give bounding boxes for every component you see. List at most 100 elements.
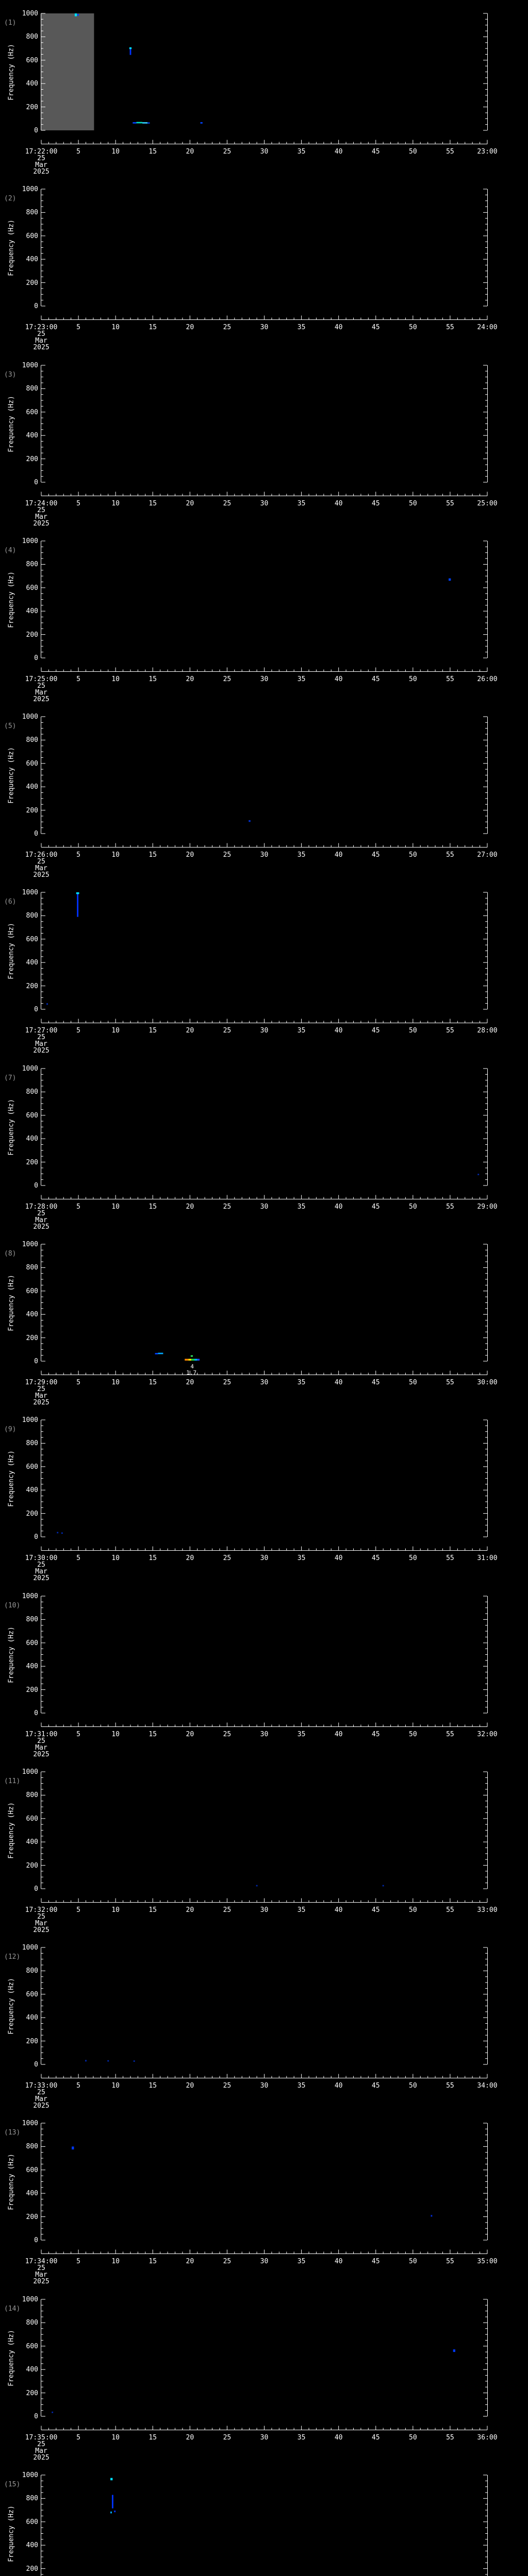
x-tick-label: 15 xyxy=(148,1906,157,1914)
x-tick-label: 35 xyxy=(297,1379,306,1386)
x-tick-label: 25 xyxy=(223,1731,232,1738)
x-start-date-line: Mar xyxy=(35,1568,47,1575)
spectral-emission-mark xyxy=(249,820,251,822)
spectral-emission-mark xyxy=(147,122,150,124)
x-tick-label: 40 xyxy=(334,2434,343,2442)
x-tick-label: 35 xyxy=(297,1906,306,1914)
x-tick-label: 25 xyxy=(223,1379,232,1386)
y-tick-label: 1000 xyxy=(22,1065,38,1073)
x-tick-label: 5 xyxy=(76,1554,80,1562)
y-tick-label: 400 xyxy=(26,607,38,616)
x-tick-label: 25 xyxy=(223,1027,232,1035)
x-tick-label: 50 xyxy=(409,1379,417,1386)
x-tick-label: 35 xyxy=(297,851,306,859)
spectral-emission-mark xyxy=(200,122,203,124)
y-tick-label: 1000 xyxy=(22,2471,38,2479)
x-tick-label: 30 xyxy=(260,2258,269,2265)
x-tick-label: 5 xyxy=(76,1203,80,1211)
x-tick-label: 15 xyxy=(148,2082,157,2090)
y-tick-label: 200 xyxy=(26,2565,38,2573)
x-tick-label: 40 xyxy=(334,1554,343,1562)
x-tick-label: 40 xyxy=(334,851,343,859)
x-start-date-line: Mar xyxy=(35,513,47,521)
x-tick-label: 45 xyxy=(371,148,380,156)
x-tick-label: 30 xyxy=(260,1379,269,1386)
x-start-date-line: Mar xyxy=(35,1216,47,1224)
y-tick-label: 800 xyxy=(26,1439,38,1448)
x-tick-label: 40 xyxy=(334,2258,343,2265)
x-start-date-line: Mar xyxy=(35,2095,47,2103)
x-tick-label: 15 xyxy=(148,500,157,507)
y-tick-label: 1000 xyxy=(22,2296,38,2303)
y-tick-label: 800 xyxy=(26,2319,38,2327)
panel-index-label: (14) xyxy=(4,2305,21,2313)
x-tick-label: 25 xyxy=(223,1906,232,1914)
x-tick-label: 35 xyxy=(297,2082,306,2090)
y-axis-title: Frequency (Hz) xyxy=(7,2329,15,2386)
x-tick-label: 30 xyxy=(260,1027,269,1035)
x-tick-label: 15 xyxy=(148,1554,157,1562)
y-tick-label: 800 xyxy=(26,561,38,569)
x-tick-label: 45 xyxy=(371,1203,380,1211)
panel-index-label: (6) xyxy=(4,898,16,906)
x-start-date-line: 25 xyxy=(37,155,45,162)
x-start-date-line: 2025 xyxy=(33,2102,50,2110)
y-axis-title: Frequency (Hz) xyxy=(7,395,15,452)
x-tick-label: 10 xyxy=(111,148,120,156)
spectrogram-plot-area xyxy=(41,2299,488,2430)
x-tick-label: 30 xyxy=(260,148,269,156)
spectrogram-panel: (7) Frequency (Hz) 1000 800 600 400 200 0 17:28:… xyxy=(0,1055,528,1231)
x-start-date-line: 25 xyxy=(37,506,45,514)
y-tick-label: 800 xyxy=(26,912,38,920)
y-tick-label: 400 xyxy=(26,2366,38,2374)
x-start-date-line: 25 xyxy=(37,1561,45,1569)
x-tick-label: 5 xyxy=(76,1379,80,1386)
x-start-date-line: 2025 xyxy=(33,871,50,879)
x-tick-label: 55 xyxy=(446,675,454,683)
x-end-time-label: 32:00 xyxy=(477,1731,498,1738)
x-tick-label: 40 xyxy=(334,2082,343,2090)
panel-index-label: (8) xyxy=(4,1250,16,1258)
x-start-date-line: 25 xyxy=(37,1210,45,1217)
whistler-trace xyxy=(197,1359,200,1361)
y-axis-title: Frequency (Hz) xyxy=(7,1802,15,1859)
x-start-time-label: 17:23:00 xyxy=(25,324,58,331)
x-tick-label: 30 xyxy=(260,324,269,331)
x-start-date-line: 2025 xyxy=(33,2454,50,2462)
panel-index-label: (9) xyxy=(4,1426,16,1433)
x-tick-label: 35 xyxy=(297,675,306,683)
spectral-emission-mark xyxy=(114,2511,116,2513)
y-tick-label: 400 xyxy=(26,1486,38,1495)
spectral-emission-mark xyxy=(382,1885,384,1887)
x-tick-label: 50 xyxy=(409,148,417,156)
whistler-trace xyxy=(191,1359,194,1361)
y-tick-label: 400 xyxy=(26,2190,38,2198)
panel-index-label: (10) xyxy=(4,1602,21,1609)
panel-index-label: (7) xyxy=(4,1074,16,1082)
x-tick-label: 25 xyxy=(223,2434,232,2442)
x-tick-label: 15 xyxy=(148,1203,157,1211)
x-tick-label: 5 xyxy=(76,324,80,331)
y-tick-label: 800 xyxy=(26,209,38,217)
spectral-emission-mark xyxy=(77,14,79,16)
x-tick-label: 55 xyxy=(446,500,454,507)
y-tick-label: 800 xyxy=(26,2143,38,2151)
y-tick-label: 0 xyxy=(34,1006,38,1013)
y-tick-label: 0 xyxy=(34,1358,38,1365)
y-tick-label: 600 xyxy=(26,2518,38,2526)
x-tick-label: 35 xyxy=(297,1554,306,1562)
x-end-time-label: 23:00 xyxy=(477,148,498,156)
spectral-emission-mark xyxy=(155,1353,158,1354)
spectral-emission-mark xyxy=(431,2215,433,2217)
x-start-date-line: Mar xyxy=(35,1920,47,1927)
y-tick-label: 800 xyxy=(26,2495,38,2503)
x-tick-label: 10 xyxy=(111,2258,120,2265)
spectrogram-panel: (8) Frequency (Hz) 1000 800 600 400 200 0 17:29:… xyxy=(0,1231,528,1407)
x-tick-label: 55 xyxy=(446,1027,454,1035)
whistler-value-label: 1.7 xyxy=(186,1369,197,1376)
x-tick-label: 55 xyxy=(446,1731,454,1738)
spectrogram-panel: (2) Frequency (Hz) 1000 800 600 400 200 0 17:23:… xyxy=(0,176,528,352)
y-tick-label: 200 xyxy=(26,1861,38,1870)
x-start-time-label: 17:24:00 xyxy=(25,500,58,507)
y-axis-title: Frequency (Hz) xyxy=(7,43,15,100)
